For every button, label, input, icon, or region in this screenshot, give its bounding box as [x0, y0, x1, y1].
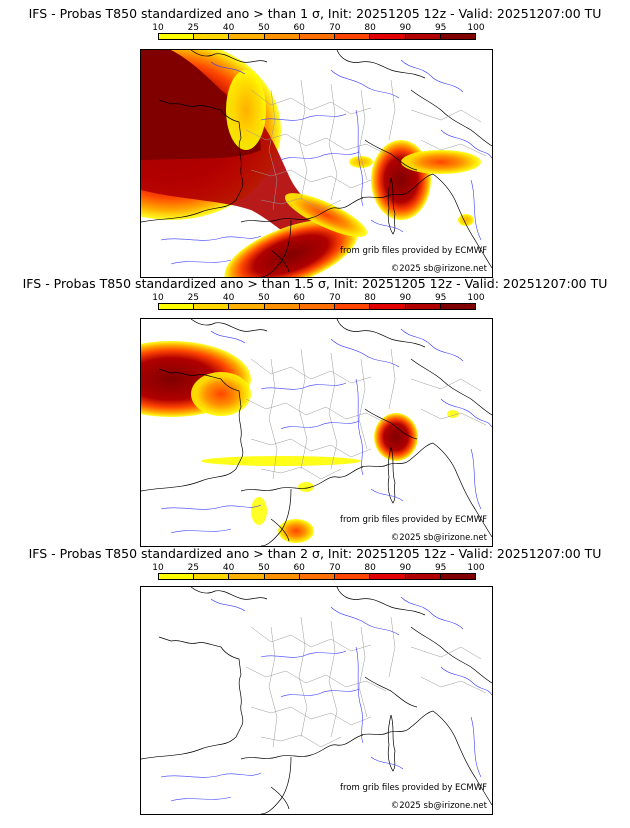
colorbar-tick: 100: [467, 23, 485, 33]
panel-title: IFS - Probas T850 standardized ano > tha…: [28, 6, 602, 21]
colorbar-swatch: [264, 304, 300, 309]
source-note: from grib files provided by ECMWF: [340, 246, 487, 256]
colorbar-swatch: [370, 304, 406, 309]
probability-map: from grib files provided by ECMWF ©2025 …: [140, 49, 493, 278]
colorbar-tick: 70: [329, 23, 341, 33]
colorbar-swatch: [229, 304, 265, 309]
colorbar-swatch: [264, 34, 300, 39]
colorbar-tick: 25: [187, 23, 200, 33]
colorbar-swatch: [159, 34, 195, 39]
colorbar-tick: 95: [434, 293, 447, 303]
colorbar-swatch: [264, 574, 300, 579]
colorbar-tick: 60: [293, 23, 305, 33]
colorbar-labels: 10 25 40 50 60 70 80 90 95 100: [152, 23, 484, 34]
colorbar-tick: 50: [258, 293, 270, 303]
colorbar-tick: 10: [152, 23, 164, 33]
colorbar-swatch: [370, 574, 406, 579]
colorbar-swatch: [440, 304, 475, 309]
map-panel-1-5sigma: IFS - Probas T850 standardized ano > tha…: [0, 276, 630, 547]
anomaly-spot-gulf: [298, 482, 314, 492]
map-panel-1sigma: IFS - Probas T850 standardized ano > tha…: [0, 6, 630, 278]
colorbar-tick: 60: [293, 563, 305, 573]
colorbar-tick: 60: [293, 293, 305, 303]
colorbar-tick: 80: [364, 23, 376, 33]
colorbar-tick: 40: [222, 563, 235, 573]
colorbar-tick: 50: [258, 23, 270, 33]
colorbar-swatch: [299, 304, 336, 309]
colorbar-tick: 70: [329, 563, 341, 573]
colorbar: [158, 33, 476, 40]
colorbar-tick: 90: [399, 563, 412, 573]
colorbar-tick: 40: [222, 293, 235, 303]
anomaly-area-brittany: [191, 372, 251, 416]
copyright-note: ©2025 sb@irizone.net: [390, 801, 487, 811]
probability-map: from grib files provided by ECMWF ©2025 …: [140, 586, 493, 815]
anomaly-spot-italy: [447, 410, 459, 418]
anomaly-area-alps: [374, 413, 418, 461]
colorbar-tick: 10: [152, 563, 164, 573]
source-note: from grib files provided by ECMWF: [340, 783, 487, 793]
map-panel-2sigma: IFS - Probas T850 standardized ano > tha…: [0, 546, 630, 816]
colorbar-tick: 90: [399, 23, 412, 33]
colorbar-tick: 25: [187, 293, 200, 303]
anomaly-spot-corsica: [458, 214, 474, 226]
anomaly-edge-channel: [226, 70, 266, 150]
colorbar-swatch: [335, 574, 371, 579]
colorbar-swatch: [405, 34, 441, 39]
copyright-note: ©2025 sb@irizone.net: [390, 533, 487, 543]
anomaly-spot-spain: [278, 519, 314, 543]
colorbar-tick: 100: [467, 293, 485, 303]
colorbar-swatch: [229, 34, 265, 39]
anomaly-band-pyrenees: [284, 193, 368, 237]
colorbar-tick: 80: [364, 563, 376, 573]
colorbar-swatch: [440, 574, 475, 579]
colorbar-swatch: [405, 574, 441, 579]
colorbar-swatch: [299, 574, 336, 579]
colorbar-tick: 95: [434, 563, 447, 573]
colorbar-swatch: [194, 574, 230, 579]
colorbar-tick: 95: [434, 23, 447, 33]
source-note: from grib files provided by ECMWF: [340, 515, 487, 525]
colorbar-swatch: [299, 34, 336, 39]
anomaly-spot-lyon: [349, 156, 373, 168]
panel-title: IFS - Probas T850 standardized ano > tha…: [22, 276, 608, 291]
colorbar-tick: 25: [187, 563, 200, 573]
colorbar-swatch: [335, 304, 371, 309]
colorbar-swatch: [229, 574, 265, 579]
anomaly-band-northitaly: [401, 150, 481, 174]
colorbar-tick: 80: [364, 293, 376, 303]
panel-title: IFS - Probas T850 standardized ano > tha…: [28, 546, 602, 561]
anomaly-spot-iberia: [251, 497, 267, 525]
colorbar-tick: 90: [399, 293, 412, 303]
colorbar-swatch: [370, 34, 406, 39]
colorbar: [158, 303, 476, 310]
colorbar-tick: 70: [329, 293, 341, 303]
colorbar-swatch: [159, 574, 195, 579]
probability-map: from grib files provided by ECMWF ©2025 …: [140, 318, 493, 547]
colorbar-swatch: [194, 304, 230, 309]
map-drawing: [141, 587, 492, 814]
colorbar-labels: 10 25 40 50 60 70 80 90 95 100: [152, 293, 484, 304]
anomaly-area-spain: [224, 219, 358, 277]
colorbar-swatch: [335, 34, 371, 39]
copyright-note: ©2025 sb@irizone.net: [390, 264, 487, 274]
colorbar-swatch: [194, 34, 230, 39]
colorbar-tick: 100: [467, 563, 485, 573]
map-drawing: [141, 319, 492, 546]
colorbar-tick: 10: [152, 293, 164, 303]
colorbar-swatch: [440, 34, 475, 39]
colorbar-tick: 50: [258, 563, 270, 573]
colorbar-swatch: [159, 304, 195, 309]
colorbar-swatch: [405, 304, 441, 309]
anomaly-band-south: [201, 456, 361, 466]
map-drawing: [141, 50, 492, 277]
colorbar-tick: 40: [222, 23, 235, 33]
colorbar-labels: 10 25 40 50 60 70 80 90 95 100: [152, 563, 484, 574]
colorbar: [158, 573, 476, 580]
